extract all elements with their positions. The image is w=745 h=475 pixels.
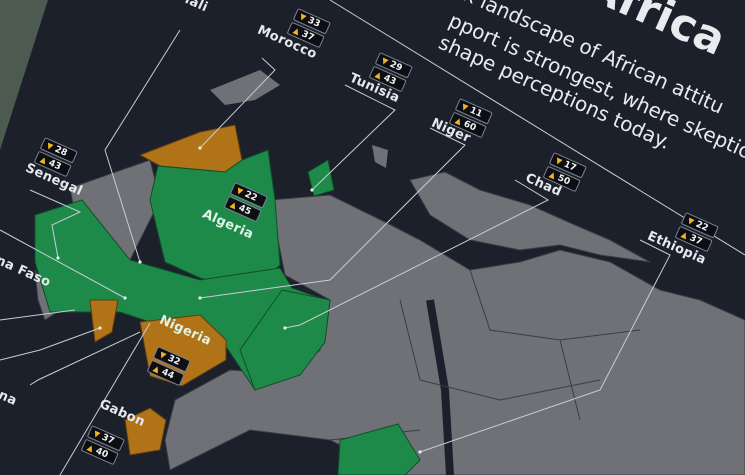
stat-value: 11: [468, 105, 484, 120]
stat-value: 40: [94, 445, 110, 461]
thumbs-up-icon: ▲: [454, 115, 464, 126]
stat-value: 45: [237, 202, 253, 218]
country-gabon: [124, 407, 167, 456]
red-sea: [426, 299, 454, 475]
background-blur-left: [0, 0, 48, 150]
stat-value: 29: [388, 59, 404, 74]
thumbs-up-icon: ▲: [548, 169, 558, 180]
stat-value: 60: [462, 118, 478, 134]
thumbs-up-icon: ▲: [86, 442, 96, 453]
stat-value: 22: [694, 219, 710, 234]
thumbs-down-icon: ▼: [158, 349, 168, 361]
thumbs-down-icon: ▼: [686, 215, 696, 227]
stat-value: 22: [243, 189, 259, 204]
country-ethiopia: [337, 423, 421, 475]
thumbs-down-icon: ▼: [460, 101, 470, 113]
thumbs-down-icon: ▼: [380, 55, 390, 67]
thumbs-down-icon: ▼: [92, 428, 102, 440]
stat-value: 33: [306, 15, 322, 30]
stat-value: 37: [300, 28, 316, 44]
land-gray-islands: [210, 70, 280, 105]
thumbs-up-icon: ▲: [229, 199, 239, 210]
thumbs-down-icon: ▼: [235, 185, 245, 197]
thumbs-up-icon: ▲: [680, 229, 690, 240]
stat-value: 44: [160, 366, 176, 382]
stat-value: 37: [688, 232, 704, 248]
stat-value: 28: [53, 144, 69, 159]
stat-value: 37: [100, 432, 116, 447]
thumbs-down-icon: ▼: [45, 140, 55, 152]
thumbs-up-icon: ▲: [374, 69, 384, 80]
stat-value: 43: [47, 157, 63, 173]
country-ghana: [89, 299, 119, 343]
thumbs-down-icon: ▼: [554, 155, 564, 167]
stat-value: 43: [382, 72, 398, 88]
country-morocco: [138, 124, 243, 173]
country-chad: [239, 289, 331, 391]
thumbs-up-icon: ▲: [39, 154, 49, 165]
thumbs-up-icon: ▲: [292, 25, 302, 36]
borders: [329, 269, 641, 441]
thumbs-up-icon: ▲: [152, 363, 162, 374]
thumbs-down-icon: ▼: [298, 11, 308, 23]
leader-dots: [56, 146, 422, 454]
stat-value: 32: [166, 353, 182, 368]
land-gray-sicily: [372, 145, 388, 168]
stat-value: 17: [562, 159, 578, 174]
stat-value: 50: [556, 172, 572, 188]
country-algeria: [149, 149, 281, 293]
